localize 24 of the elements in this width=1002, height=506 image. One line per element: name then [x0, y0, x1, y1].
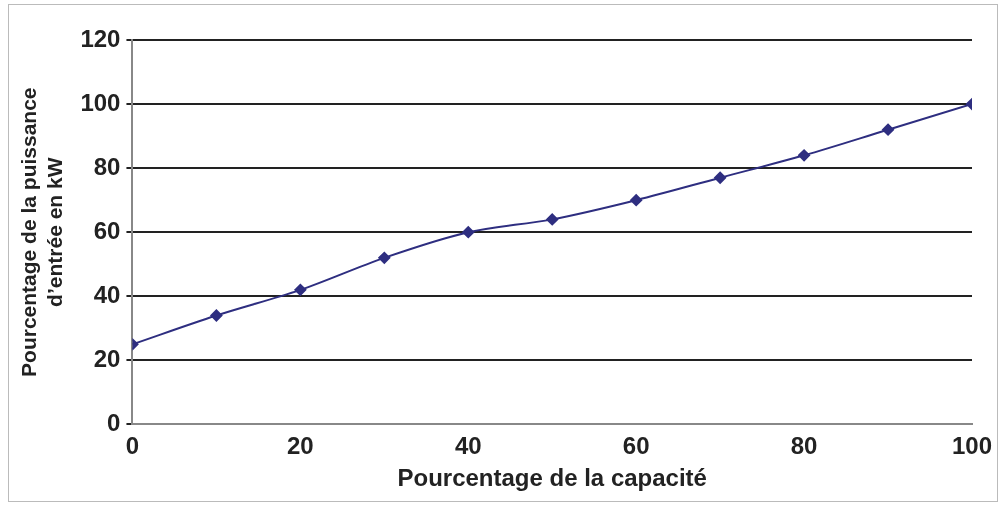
point	[462, 226, 475, 239]
y-tick-label: 20	[93, 344, 121, 372]
point	[378, 251, 391, 264]
point	[882, 123, 895, 136]
x-tick-label: 0	[125, 432, 140, 460]
point	[714, 171, 727, 184]
y-tick-label: 80	[93, 152, 121, 180]
y-axis-title: Pourcentage de la puissance d’entrée en kW	[17, 87, 66, 377]
point	[798, 149, 811, 162]
x-tick-label: 40	[454, 432, 482, 460]
x-tick-label: 60	[622, 432, 650, 460]
x-tick-label: 20	[287, 432, 314, 460]
point	[630, 194, 643, 207]
x-axis-title: Pourcentage de la capacité	[397, 464, 707, 492]
x-tick-label: 80	[790, 432, 818, 460]
y-tick-label: 40	[93, 280, 121, 308]
x-tick-label: 100	[951, 432, 993, 460]
y-tick-label: 0	[107, 409, 121, 437]
y-tick-label: 120	[80, 24, 121, 52]
y-tick-label: 100	[80, 88, 121, 116]
point	[546, 213, 559, 226]
point	[294, 283, 307, 296]
point	[210, 309, 223, 322]
y-tick-label: 60	[93, 216, 121, 244]
